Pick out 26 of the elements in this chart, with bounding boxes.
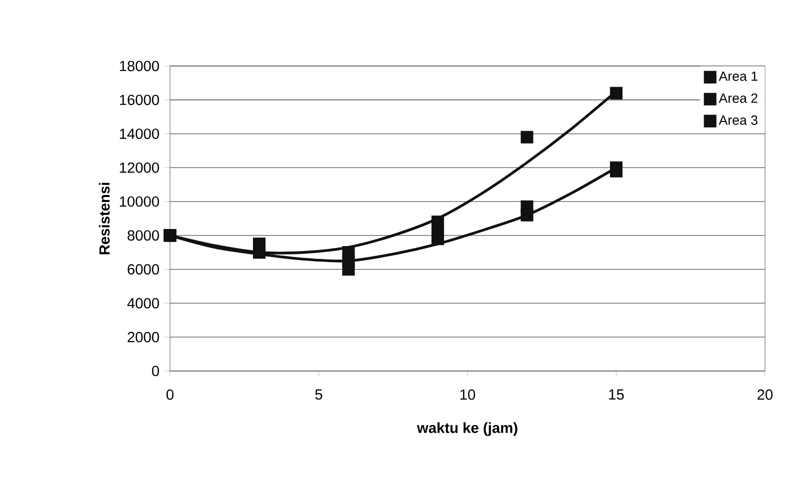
y-tick-label: 8000 <box>128 230 160 241</box>
legend-label: Area 3 <box>718 115 758 125</box>
y-tick-label: 2000 <box>128 332 160 342</box>
point <box>610 86 623 100</box>
y-tick-label: 14000 <box>120 128 160 139</box>
point <box>520 208 534 222</box>
y-tick-label: 0 <box>152 366 160 376</box>
point <box>520 130 534 144</box>
x-axis-title: waktu ke (jam) <box>416 422 518 436</box>
point <box>342 254 355 268</box>
legend-label: Area 2 <box>718 93 758 103</box>
y-tick-label: 16000 <box>120 94 160 106</box>
point <box>610 164 623 178</box>
point <box>431 232 444 246</box>
x-tick-label: 10 <box>460 389 476 400</box>
y-tick-label: 10000 <box>120 196 160 207</box>
y-tick-label: 12000 <box>120 162 160 173</box>
x-tick-label: 20 <box>758 389 773 400</box>
x-tick-label: 15 <box>609 389 624 400</box>
legend-label: Area 1 <box>718 72 758 81</box>
y-tick-label: 18000 <box>120 60 160 72</box>
y-axis-title: Resistensi <box>98 182 110 254</box>
x-tick-label: 0 <box>166 389 174 400</box>
x-tick-label: 5 <box>315 389 322 400</box>
y-tick-label: 6000 <box>128 264 160 275</box>
y-tick-label: 4000 <box>127 298 160 308</box>
